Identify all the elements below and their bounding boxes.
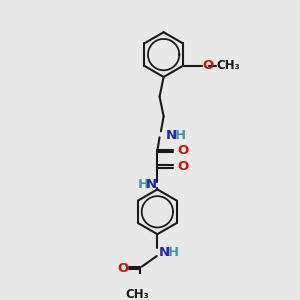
Text: H: H (167, 246, 178, 259)
Text: O: O (203, 59, 214, 72)
Text: CH₃: CH₃ (126, 288, 150, 300)
Text: N: N (158, 246, 169, 259)
Text: CH₃: CH₃ (216, 59, 240, 72)
Text: H: H (138, 178, 149, 191)
Text: H: H (174, 129, 185, 142)
Text: O: O (177, 160, 188, 173)
Text: N: N (166, 129, 177, 142)
Text: N: N (146, 178, 157, 191)
Text: O: O (177, 144, 188, 158)
Text: O: O (118, 262, 129, 275)
